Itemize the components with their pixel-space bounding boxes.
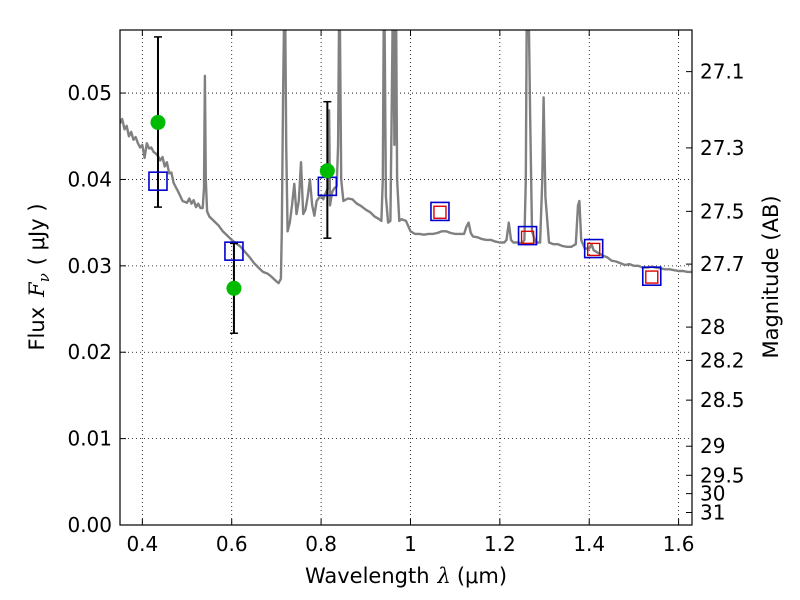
y-axis-symbol: F (25, 281, 49, 298)
x-tick-label: 1 (404, 532, 417, 556)
magnitude-tick-label: 29 (700, 434, 725, 458)
model-photometry-point (430, 201, 450, 222)
y-tick-label: 0.03 (67, 254, 112, 278)
magnitude-tick-label: 28 (700, 315, 725, 339)
x-axis-symbol: λ (437, 564, 451, 588)
magnitude-tick-label: 30 (700, 482, 725, 506)
magnitude-tick-label: 29.5 (700, 463, 745, 487)
observed-flux-point (226, 280, 242, 296)
ir-photometry-point (645, 270, 659, 284)
ir-photometry-point (520, 230, 535, 245)
magnitude-axis-title: Magnitude (AB) (759, 195, 783, 358)
plot-frame (119, 29, 693, 526)
magnitude-tick-label: 27.1 (700, 60, 745, 84)
plot-area (120, 30, 692, 285)
model-photometry-point (148, 171, 168, 191)
y-tick-label: 0.01 (67, 427, 112, 451)
y-tick-label: 0.02 (67, 340, 112, 364)
model-spectrum-line (120, 30, 692, 285)
ir-photometry-point (586, 242, 601, 257)
y-tick-label: 0.04 (67, 167, 112, 191)
x-tick-label: 1.4 (573, 532, 605, 556)
y-tick-label: 0.00 (67, 513, 112, 537)
magnitude-tick-label: 27.7 (700, 252, 745, 276)
grid-lines (120, 30, 692, 525)
model-photometry-point (224, 241, 244, 261)
y-axis-ticks: 0.00 0.01 0.02 0.03 0.04 0.05 (67, 81, 126, 537)
model-photometry-point (517, 225, 538, 246)
x-axis-title-prefix: Wavelength (305, 564, 430, 588)
x-tick-label: 0.4 (126, 532, 158, 556)
y-axis-title: Flux Fν ( μJy ) (25, 203, 53, 350)
magnitude-tick-label: 28.5 (700, 388, 745, 412)
magnitude-tick-label: 28.2 (700, 348, 745, 372)
x-tick-label: 1.6 (663, 532, 695, 556)
magnitude-tick-label: 31 (700, 501, 725, 525)
y-tick-label: 0.05 (67, 81, 112, 105)
x-tick-label: 1.2 (484, 532, 516, 556)
y-axis-title-prefix: Flux (25, 307, 49, 351)
markers-layer (148, 36, 662, 334)
magnitude-tick-label: 27.3 (700, 136, 745, 160)
y-axis-unit: ( μJy ) (25, 203, 49, 265)
x-axis-title: Wavelength λ (μm) (305, 564, 507, 588)
x-tick-label: 0.6 (216, 532, 248, 556)
x-tick-label: 0.8 (305, 532, 337, 556)
model-photometry-point (583, 238, 604, 259)
ir-photometry-point (433, 205, 447, 219)
y-axis-symbol-sub: ν (35, 273, 53, 282)
x-axis-ticks: 0.4 0.6 0.8 1 1.2 1.4 1.6 (126, 30, 695, 556)
x-axis-unit: (μm) (457, 564, 507, 588)
observed-flux-point (319, 163, 335, 179)
observed-flux-point (150, 114, 166, 130)
model-photometry-point (641, 266, 662, 287)
magnitude-tick-label: 27.5 (700, 199, 745, 223)
